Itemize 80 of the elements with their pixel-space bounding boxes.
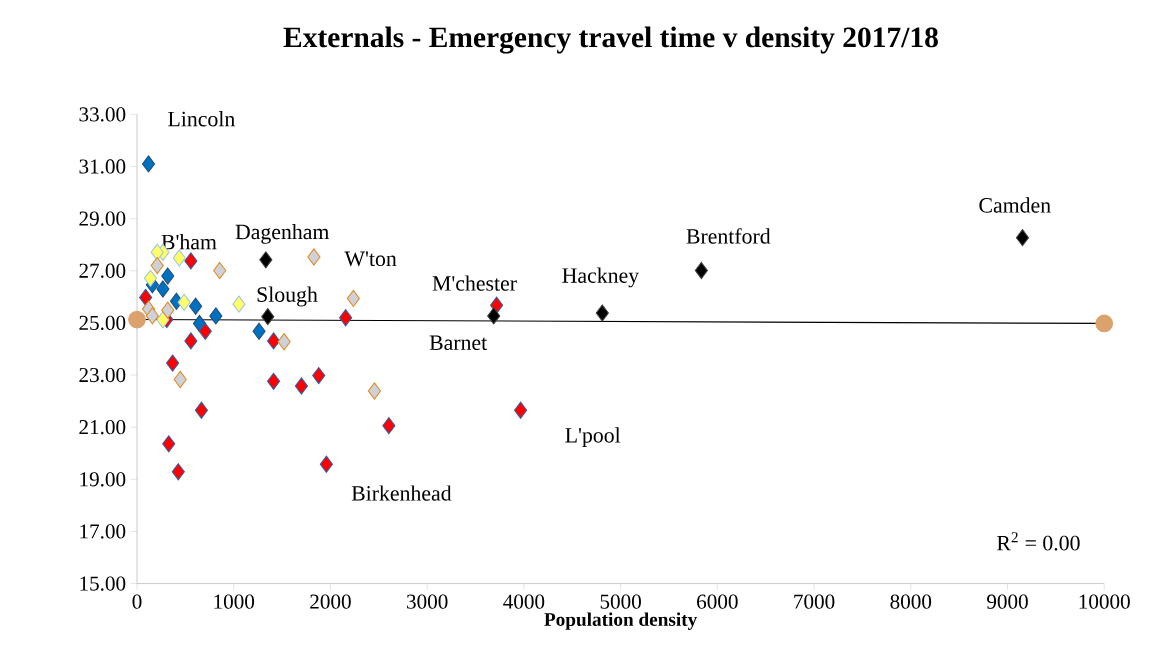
point <box>367 382 382 400</box>
point <box>209 307 223 325</box>
point <box>166 354 180 372</box>
annotation: Camden <box>979 197 1051 213</box>
annotation: L'pool <box>565 427 621 448</box>
point <box>156 311 170 329</box>
point <box>156 280 170 298</box>
point <box>1015 229 1030 247</box>
annotation: Hackney <box>562 267 640 288</box>
point <box>198 322 212 341</box>
annotation: Barnet <box>429 335 488 351</box>
point <box>145 307 159 325</box>
point <box>266 372 281 391</box>
x-tick-label: 6000 <box>697 594 738 610</box>
point <box>487 307 501 325</box>
x-tick-label: 9000 <box>987 594 1028 610</box>
point <box>312 367 326 385</box>
point <box>184 332 198 350</box>
y-tick-label: 25.00 <box>79 316 126 331</box>
point <box>194 401 208 420</box>
point <box>150 257 164 275</box>
point <box>319 455 333 474</box>
point <box>1095 314 1114 333</box>
point <box>266 332 281 350</box>
point <box>259 251 273 269</box>
point <box>382 417 396 435</box>
point <box>595 304 609 322</box>
point <box>177 293 191 312</box>
annotation: Birkenhead <box>351 485 452 501</box>
annotation: Dagenham <box>235 224 330 245</box>
point <box>139 289 153 307</box>
point <box>172 249 186 267</box>
y-tick-label: 31.00 <box>79 159 126 174</box>
chart-title: Externals - Emergency travel time v density 2017/18 <box>283 26 938 54</box>
y-tick-label: 21.00 <box>79 420 126 435</box>
point <box>213 262 227 280</box>
point <box>141 155 156 173</box>
point <box>161 301 175 319</box>
y-tick-label: 15.00 <box>80 576 126 592</box>
point <box>339 309 353 327</box>
point <box>694 262 708 280</box>
point <box>277 333 291 351</box>
x-tick-label: 3000 <box>407 594 448 610</box>
x-tick-label: 5000 <box>600 594 641 610</box>
annotation: M'chester <box>432 275 517 292</box>
annotation: R$^{2}$ = 0.00 <box>997 532 1080 551</box>
x-tick-label: 7000 <box>794 594 835 610</box>
annotation: Lincoln <box>168 111 235 127</box>
annotation: B'ham <box>161 234 217 250</box>
point <box>189 297 203 316</box>
x-tick-label: 4000 <box>503 594 545 610</box>
point <box>184 252 198 270</box>
x-tick-label: 2000 <box>310 594 351 610</box>
point <box>173 371 187 389</box>
y-tick-label: 19.00 <box>80 472 126 487</box>
y-tick-label: 23.00 <box>79 368 126 383</box>
annotation: Brentford <box>686 228 771 244</box>
annotation: W'ton <box>344 251 397 267</box>
y-tick-label: 17.00 <box>80 524 126 539</box>
y-tick-label: 33.00 <box>79 107 126 122</box>
point <box>143 270 158 288</box>
point <box>261 308 275 326</box>
point <box>252 322 266 341</box>
x-tick-label: 1000 <box>214 594 255 610</box>
x-tick-label: 0 <box>132 594 142 610</box>
point <box>307 248 321 266</box>
point <box>128 310 146 329</box>
x-tick-label: 8000 <box>890 594 932 610</box>
point <box>161 267 175 285</box>
point <box>294 377 308 395</box>
point <box>162 435 176 453</box>
y-tick-label: 27.00 <box>79 263 126 279</box>
y-tick-label: 29.00 <box>79 211 126 227</box>
x-axis-title: Population density <box>544 612 698 631</box>
point <box>346 290 360 308</box>
x-tick-label: 10000 <box>1079 594 1130 610</box>
point <box>232 295 246 314</box>
point <box>514 401 528 420</box>
point <box>171 463 185 481</box>
annotation: Slough <box>257 286 318 307</box>
